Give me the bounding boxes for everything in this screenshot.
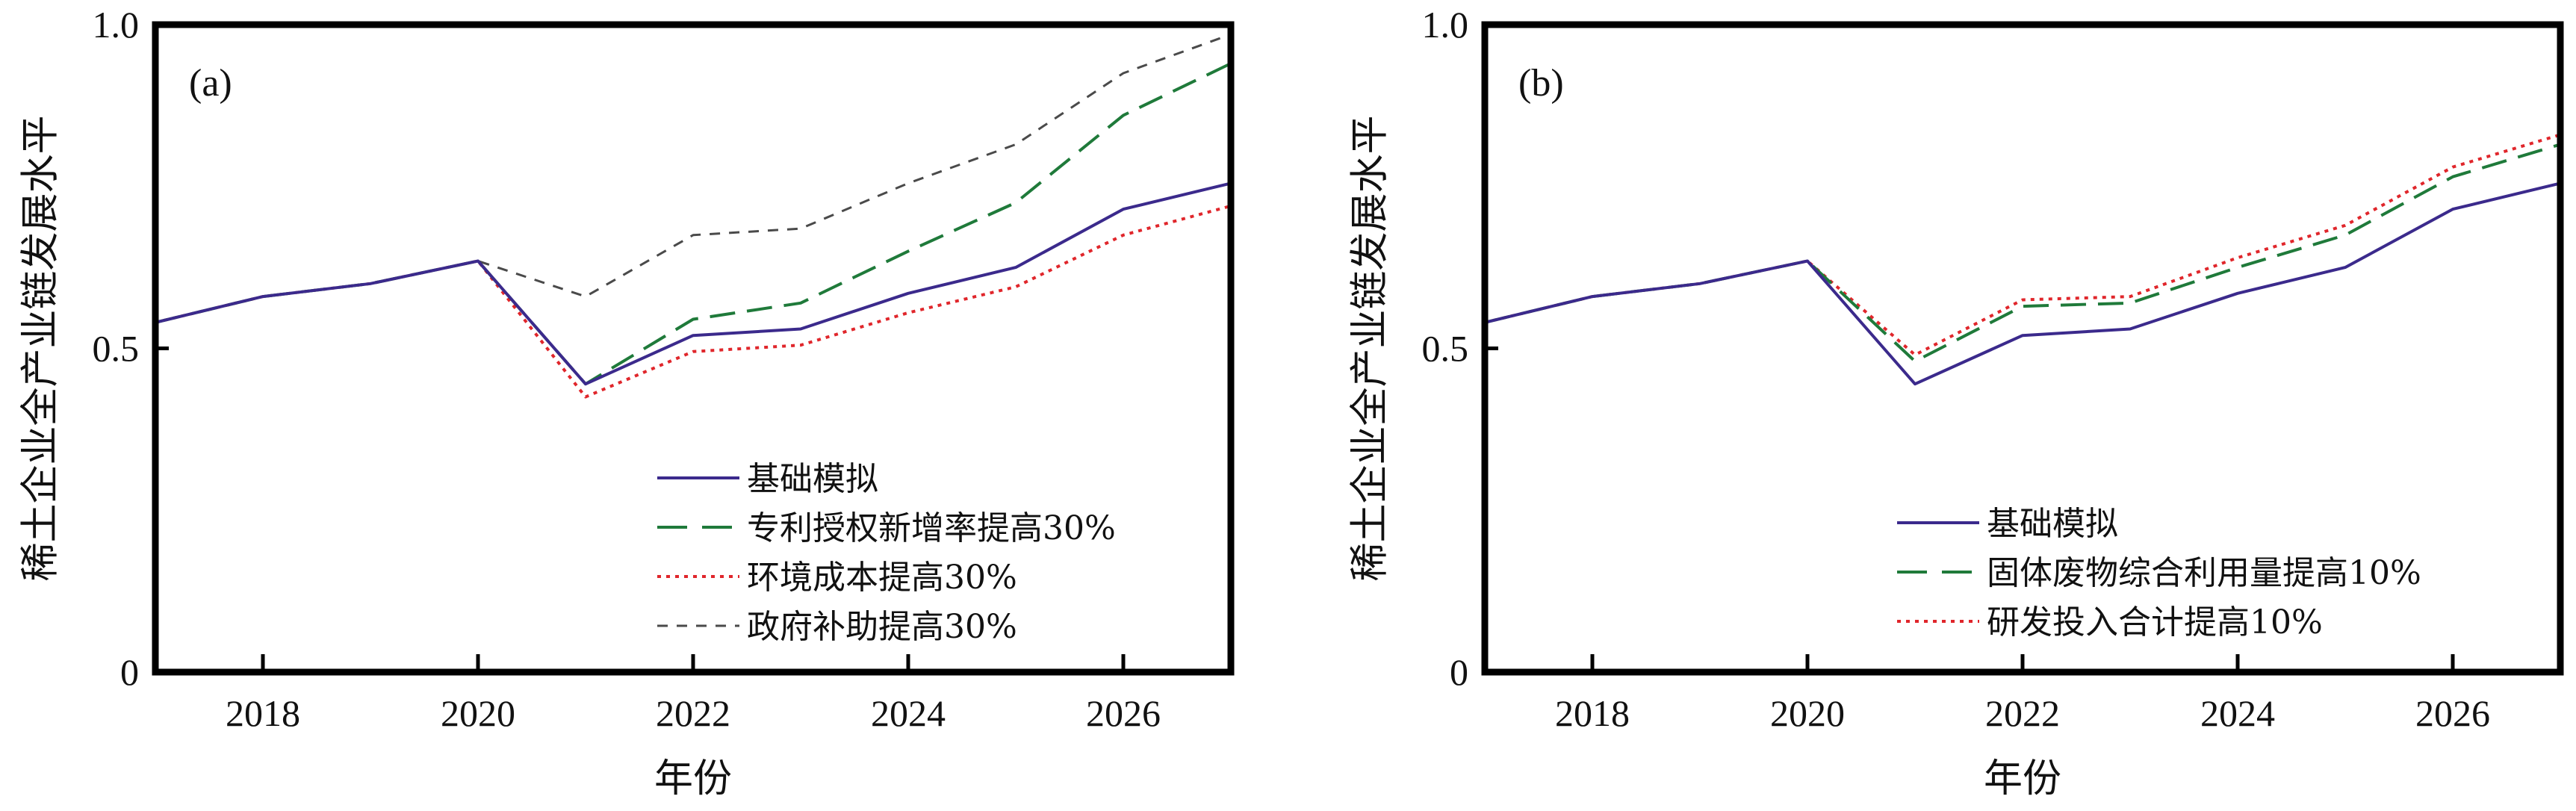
x-tick-label: 2018 <box>226 692 300 734</box>
y-tick-label: 1.0 <box>1422 4 1469 46</box>
x-tick-label: 2024 <box>871 692 946 734</box>
legend-label-2: 环境成本提高30% <box>747 559 1017 597</box>
x-tick-label: 2026 <box>1086 692 1161 734</box>
series-line-1 <box>1484 143 2561 363</box>
chart-panel-b: 2018 2020 2022 2024 2026 0 0.5 1.0 (b) 年份 稀土企业全产业链… <box>1348 4 2564 801</box>
x-tick-label: 2024 <box>2200 692 2275 734</box>
series-line-0 <box>155 181 1232 386</box>
series-line-2 <box>1484 133 2561 357</box>
series-group <box>155 33 1232 399</box>
y-axis-title: 稀土企业全产业链发展水平 <box>1348 115 1393 581</box>
x-tick-label: 2026 <box>2415 692 2490 734</box>
x-tick-label: 2020 <box>1770 692 1845 734</box>
x-tick-label: 2022 <box>656 692 730 734</box>
y-tick-label: 1.0 <box>93 4 140 46</box>
panel-label: (a) <box>189 62 232 105</box>
y-tick-label: 0 <box>120 651 139 693</box>
x-tick-label: 2018 <box>1555 692 1630 734</box>
x-tick-label: 2022 <box>1985 692 2060 734</box>
x-axis-title: 年份 <box>1984 756 2061 801</box>
legend-label-1: 固体废物综合利用量提高10% <box>1987 554 2421 592</box>
plot-frame <box>152 21 1235 676</box>
x-tick-label: 2020 <box>441 692 515 734</box>
y-tick-label: 0.5 <box>93 328 140 370</box>
chart-panel-a: 2018 2020 2022 2024 2026 0 0.5 1.0 (a) 年份 稀土企业全产业链… <box>19 4 1235 801</box>
series-line-3 <box>155 33 1232 324</box>
y-tick-label: 0.5 <box>1422 328 1469 370</box>
legend-label-0: 基础模拟 <box>747 460 878 498</box>
series-group <box>1484 133 2561 386</box>
legend-label-0: 基础模拟 <box>1987 505 2118 543</box>
y-axis-title: 稀土企业全产业链发展水平 <box>19 115 63 581</box>
x-axis-title: 年份 <box>654 756 732 801</box>
legend-label-2: 研发投入合计提高10% <box>1987 603 2323 641</box>
y-tick-label: 0 <box>1450 651 1468 693</box>
series-line-0 <box>1484 181 2561 386</box>
series-line-1 <box>155 62 1232 386</box>
legend-label-3: 政府补助提高30% <box>747 608 1017 646</box>
legend-label-1: 专利授权新增率提高30% <box>747 509 1116 547</box>
panel-label: (b) <box>1518 62 1564 105</box>
